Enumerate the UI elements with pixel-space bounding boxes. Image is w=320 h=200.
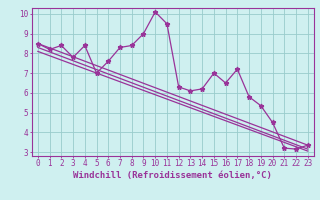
X-axis label: Windchill (Refroidissement éolien,°C): Windchill (Refroidissement éolien,°C) — [73, 171, 272, 180]
